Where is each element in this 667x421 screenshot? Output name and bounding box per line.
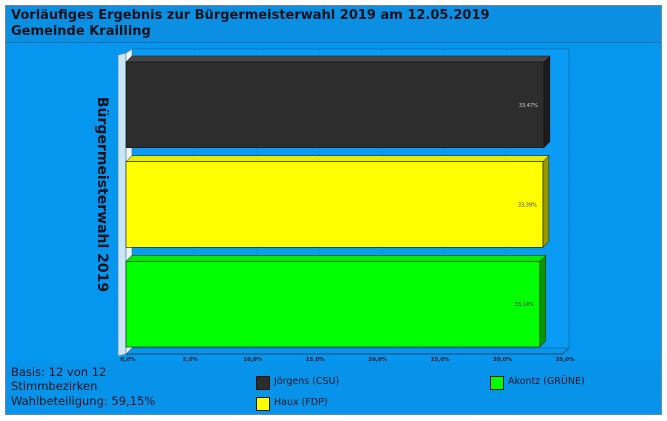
x-tick-label: 15,0% [306, 357, 326, 363]
bar [125, 161, 544, 248]
bar-top-face [125, 55, 551, 63]
x-axis-edge [562, 347, 570, 355]
legend-item-csu: Jörgens (CSU) [256, 375, 396, 391]
bar-value-label: 33,47% [519, 103, 538, 109]
x-tick-label: 10,0% [243, 357, 263, 363]
chart-subtitle: Gemeinde Krailling [11, 24, 151, 39]
bar-side-face [539, 254, 547, 348]
chart-footer: Basis: 12 von 12 Stimmbezirken Wahlbetei… [6, 362, 661, 414]
bar-value-label: 33,14% [515, 302, 534, 308]
turnout-text: Wahlbeteiligung: 59,15% [11, 394, 156, 408]
x-tick-label: 20,0% [368, 357, 388, 363]
legend-item-gruene: Akontz (GRÜNE) [490, 375, 640, 391]
x-tick-label: 25,0% [431, 357, 451, 363]
y-axis-label: Bürgermeisterwahl 2019 [94, 97, 110, 292]
plot-area: 0,0% 5,0% 10,0% 15,0% 20,0% 25,0% 30,0% 35,0% Bü… [6, 43, 661, 363]
bar-chart: 0,0% 5,0% 10,0% 15,0% 20,0% 25,0% 30,0% 35,0% Bü… [94, 48, 575, 363]
bar-top-face [125, 155, 550, 162]
x-tick-label: 0,0% [120, 357, 136, 363]
legend-label-gruene: Akontz (GRÜNE) [508, 376, 585, 387]
bar [125, 261, 541, 348]
legend-item-fdp: Haux (FDP) [256, 396, 396, 412]
chart-header: Vorläufiges Ergebnis zur Bürgermeisterwa… [6, 6, 661, 43]
chart-frame: Vorläufiges Ergebnis zur Bürgermeisterwa… [5, 5, 662, 415]
chart-title: Vorläufiges Ergebnis zur Bürgermeisterwa… [11, 8, 490, 23]
basis-text: Basis: 12 von 12 [11, 365, 107, 379]
legend-label-csu: Jörgens (CSU) [274, 376, 340, 387]
bar-top-face [125, 255, 547, 262]
bar-side-face [542, 155, 550, 248]
x-tick-label: 5,0% [183, 357, 199, 363]
legend-swatch-gruene [490, 376, 504, 390]
legend-swatch-fdp [256, 397, 270, 411]
districts-text: Stimmbezirken [11, 379, 98, 393]
y-axis-wall [117, 52, 127, 357]
bar-side-face [543, 55, 551, 149]
legend-label-fdp: Haux (FDP) [274, 397, 328, 408]
x-tick-label: 35,0% [555, 357, 575, 363]
legend-swatch-csu [256, 376, 270, 390]
bar-value-label: 33,39% [518, 203, 537, 209]
bar [125, 61, 545, 148]
x-tick-label: 30,0% [493, 357, 513, 363]
